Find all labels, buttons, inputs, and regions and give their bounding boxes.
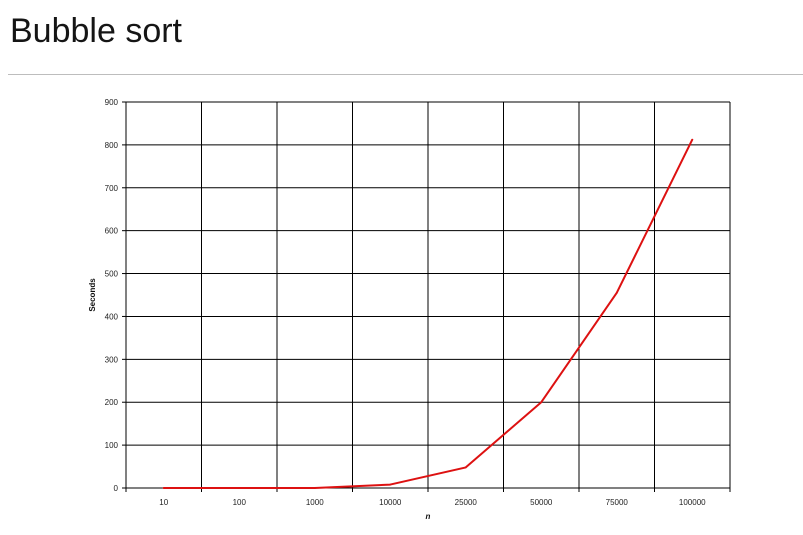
x-axis-label: n	[426, 512, 431, 521]
y-tick-label: 800	[105, 141, 119, 150]
y-tick-label: 400	[105, 312, 119, 321]
y-tick-label: 100	[105, 441, 119, 450]
y-tick-label: 900	[105, 98, 119, 107]
x-tick-label: 100	[233, 498, 247, 507]
data-point	[540, 401, 543, 404]
x-tick-label: 10000	[379, 498, 402, 507]
data-point	[313, 487, 316, 489]
data-point	[162, 487, 165, 489]
x-tick-label: 50000	[530, 498, 553, 507]
x-tick-label: 100000	[679, 498, 706, 507]
y-axis-label: Seconds	[88, 278, 97, 312]
x-tick-label: 10	[159, 498, 168, 507]
x-tick-label: 25000	[455, 498, 478, 507]
data-point	[389, 483, 392, 486]
x-tick-label: 75000	[606, 498, 629, 507]
series-line	[162, 138, 694, 489]
data-point	[464, 466, 467, 469]
data-point	[615, 291, 618, 294]
y-tick-label: 700	[105, 184, 119, 193]
y-tick-label: 600	[105, 227, 119, 236]
x-tick-label: 1000	[306, 498, 324, 507]
page-title: Bubble sort	[10, 12, 182, 50]
title-divider	[8, 74, 803, 75]
data-point	[691, 138, 694, 141]
y-tick-label: 200	[105, 398, 119, 407]
y-tick-label: 300	[105, 355, 119, 364]
y-tick-label: 0	[114, 484, 119, 493]
y-tick-label: 500	[105, 270, 119, 279]
data-point	[238, 487, 241, 489]
